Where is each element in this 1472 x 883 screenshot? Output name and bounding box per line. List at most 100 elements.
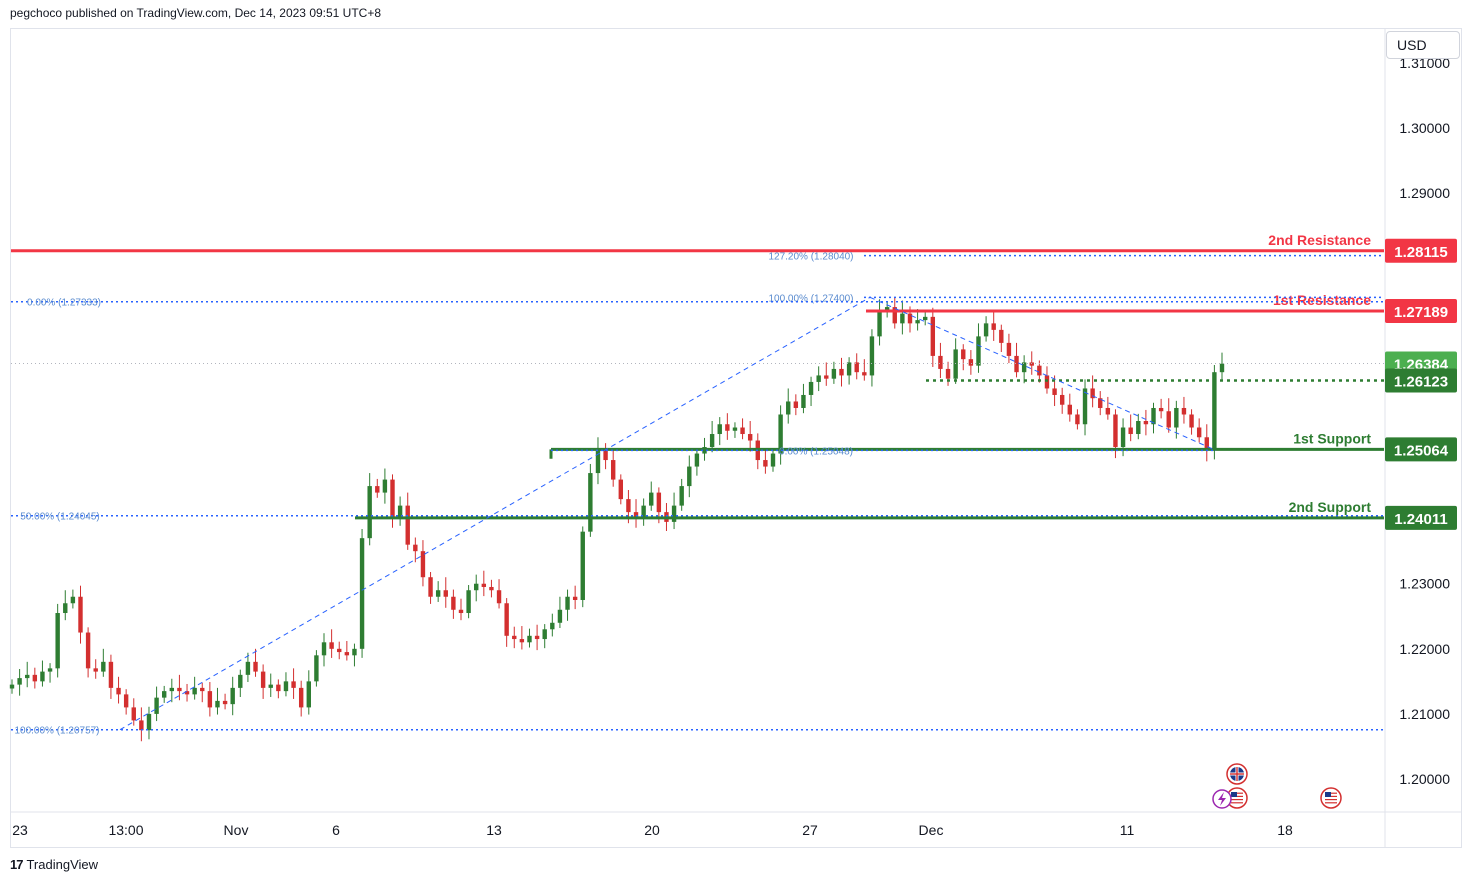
uk-flag-icon[interactable] <box>1226 763 1248 785</box>
candle-body <box>397 505 403 519</box>
currency-selector[interactable]: USD <box>1386 31 1460 59</box>
candle-body <box>245 661 251 675</box>
candle <box>999 324 1004 353</box>
us-flag-icon[interactable] <box>1226 787 1248 809</box>
lightning-event-icon[interactable] <box>1212 789 1232 809</box>
candle-body <box>976 336 981 366</box>
candle <box>382 468 388 504</box>
candle-body <box>656 492 662 513</box>
candle-body <box>382 479 388 493</box>
candle <box>230 676 235 716</box>
candle-body <box>610 460 616 480</box>
candle <box>101 648 106 677</box>
candle-body <box>458 609 464 614</box>
candle <box>930 307 936 367</box>
candle-body <box>938 355 943 369</box>
candle-body <box>618 479 624 500</box>
candle <box>321 633 327 667</box>
events-layer <box>1212 763 1342 809</box>
candle-body <box>1120 427 1126 448</box>
candle <box>747 421 753 452</box>
candle <box>923 311 928 326</box>
candle <box>1143 409 1149 436</box>
candle-body <box>1189 414 1194 428</box>
candle-body <box>1143 421 1149 425</box>
candle <box>40 660 45 687</box>
chart-frame[interactable] <box>10 28 1462 848</box>
candle-body <box>321 642 327 656</box>
candle <box>47 663 53 683</box>
candle <box>755 433 760 470</box>
level-label: 1st Support <box>1293 430 1371 446</box>
y-tick-label: 1.31000 <box>1399 55 1450 71</box>
candle <box>405 492 410 550</box>
candle <box>192 676 197 700</box>
candle <box>154 686 159 722</box>
candle-body <box>253 661 258 672</box>
footer[interactable]: 17 TradingView <box>10 857 98 872</box>
candle-body <box>139 720 144 731</box>
candle <box>580 526 585 608</box>
candle <box>260 664 266 699</box>
candle-body <box>428 577 433 597</box>
candle-body <box>405 505 410 545</box>
candle-body <box>793 401 799 408</box>
candle-body <box>466 590 471 614</box>
candle <box>466 585 471 619</box>
candle <box>1105 396 1111 420</box>
candle-body <box>534 635 540 640</box>
candle <box>268 673 273 697</box>
candle <box>1037 360 1042 383</box>
candle-body <box>816 375 821 382</box>
candle-body <box>443 590 448 597</box>
candle-body <box>846 362 852 376</box>
candle-body <box>55 613 60 669</box>
candle <box>877 299 882 346</box>
fib-label: 50.00% (1.24045) <box>20 512 100 523</box>
candle-body <box>70 596 76 604</box>
candle-body <box>85 632 91 669</box>
candle <box>1128 414 1133 442</box>
candle <box>85 627 91 678</box>
badge-bg <box>1385 238 1457 263</box>
candle <box>283 672 289 697</box>
y-tick-label: 1.21000 <box>1399 706 1450 722</box>
candle-body <box>78 596 83 633</box>
candle <box>222 693 228 710</box>
candle-body <box>1196 427 1202 438</box>
candle <box>93 659 98 679</box>
candle <box>862 359 867 381</box>
fib-trendline-1 <box>119 296 871 731</box>
x-tick-label: Nov <box>224 822 249 838</box>
candle <box>200 682 205 703</box>
candle <box>1204 424 1209 462</box>
candle <box>375 478 380 498</box>
candle <box>451 589 456 619</box>
price-axis: 1.20000 1.21000 1.22000 1.23000 1.29000 1.300… <box>10 28 1462 848</box>
flag-canton <box>1231 792 1237 797</box>
candle-body <box>435 590 441 597</box>
candle <box>1006 333 1012 364</box>
candle <box>397 496 403 526</box>
x-tick-label: 6 <box>332 822 340 838</box>
candle <box>139 707 144 742</box>
candle-body <box>1113 414 1118 448</box>
level-badge: 1.27189 <box>1385 299 1457 324</box>
candle <box>496 579 502 609</box>
candle-body <box>550 622 555 630</box>
candle <box>207 682 213 717</box>
candle-body <box>451 596 456 610</box>
candle <box>1174 400 1179 439</box>
us-flag-icon[interactable] <box>1320 787 1342 809</box>
candle-body <box>831 368 837 379</box>
candle-body <box>481 583 487 587</box>
candle <box>1181 396 1187 424</box>
candle-body <box>694 453 700 467</box>
candle <box>839 357 844 387</box>
candle-body <box>770 453 776 467</box>
candle <box>78 585 83 644</box>
candle-body <box>1044 375 1050 389</box>
candle-body <box>679 486 684 506</box>
candle-body <box>1014 355 1019 373</box>
